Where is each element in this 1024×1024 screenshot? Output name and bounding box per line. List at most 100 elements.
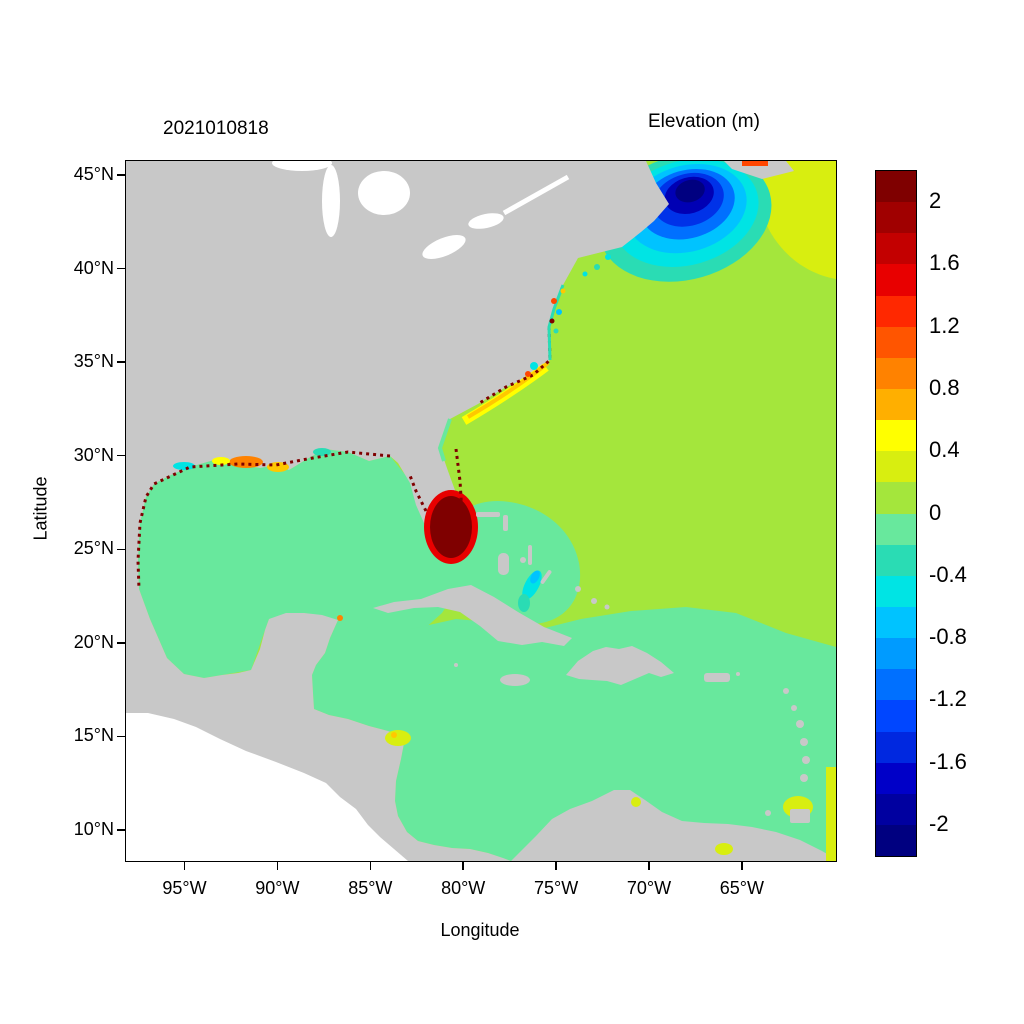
- colorbar-segment: [876, 638, 916, 670]
- colorbar-segment: [876, 700, 916, 732]
- bahamas-cyan-streak: [518, 570, 542, 612]
- south-florida-positive-anomaly: [407, 448, 478, 564]
- run-datetime-title: 2021010818: [163, 118, 269, 139]
- andros-land: [498, 553, 509, 575]
- colorbar-segment: [876, 544, 916, 576]
- x-tick-label: 90°W: [255, 878, 300, 898]
- colorbar-segment: [876, 513, 916, 545]
- north-america-landmass: [126, 161, 669, 861]
- colorbar-tick-label: 1.6: [929, 250, 960, 276]
- y-tick-label: 25°N: [73, 538, 114, 559]
- y-tick-label: 10°N: [73, 818, 114, 839]
- colorbar-segment: [876, 824, 916, 857]
- abaco-land: [503, 515, 508, 531]
- new-england-coastal-cells: [582, 254, 611, 277]
- x-tick-mark: [276, 861, 279, 870]
- x-tick-mark: [462, 861, 464, 870]
- x-tick-mark: [183, 861, 186, 870]
- y-tick-mark: [116, 735, 125, 738]
- colorbar-tick-label: 0: [929, 499, 942, 525]
- cayman-land: [454, 663, 458, 667]
- grand-bahama-land: [476, 512, 500, 517]
- x-tick-label: 85°W: [348, 878, 393, 898]
- colorbar-tick-label: 1.2: [929, 312, 960, 338]
- x-tick-label: 95°W: [162, 878, 207, 898]
- st-lucia-land: [802, 756, 810, 764]
- y-tick-label: 45°N: [73, 164, 114, 184]
- y-tick-label: 30°N: [73, 444, 114, 465]
- long-island-bahamas-land: [540, 570, 552, 584]
- y-tick-mark: [116, 267, 125, 270]
- x-axis-label: Longitude: [440, 920, 520, 940]
- northeast-positive-region: [750, 161, 836, 279]
- colorbar-segment: [876, 575, 916, 607]
- nassau-land: [520, 557, 526, 563]
- colorbar-segment: [876, 264, 916, 296]
- colorbar-tick-label: -2: [929, 810, 949, 836]
- crooked-island-land: [575, 586, 581, 592]
- elevation-colorbar: [875, 170, 917, 857]
- caribbean-sea-fill: [312, 607, 836, 861]
- colorbar-segment: [876, 388, 916, 421]
- x-tick-mark: [555, 861, 557, 870]
- margarita-land: [765, 810, 771, 816]
- colorbar-segment: [876, 731, 916, 763]
- y-tick-mark: [116, 548, 125, 551]
- x-tick-label: 70°W: [626, 878, 672, 898]
- colorbar-segment: [876, 326, 916, 358]
- guadeloupe-land: [796, 720, 804, 728]
- north-gulf-coast-surge-cells: [136, 448, 391, 590]
- top-edge-positive-cell: [742, 161, 768, 166]
- turks-caicos-land: [591, 598, 597, 604]
- y-tick-label: 15°N: [73, 725, 114, 746]
- colorbar-segment: [876, 295, 916, 327]
- colorbar-segment: [876, 482, 916, 514]
- colorbar-segment: [876, 357, 916, 389]
- y-tick-label: 35°N: [73, 351, 114, 372]
- colorbar-segment: [876, 793, 916, 825]
- great-lakes: [272, 161, 570, 259]
- colorbar-segment: [876, 202, 916, 234]
- pacific-no-data-region: [126, 713, 408, 861]
- south-america-landmass: [511, 790, 836, 861]
- x-tick-mark: [369, 861, 372, 870]
- y-tick-mark: [116, 829, 125, 831]
- antigua-land: [791, 705, 797, 711]
- y-tick-label: 20°N: [73, 631, 114, 652]
- turks-land: [604, 604, 610, 610]
- colorbar-segment: [876, 420, 916, 452]
- mid-atlantic-coastal-cells: [525, 284, 566, 377]
- colorbar-tick-label: -0.4: [929, 561, 967, 587]
- colorbar-tick-label: 0.8: [929, 374, 960, 400]
- colorbar-tick-label: -1.2: [929, 686, 967, 712]
- jamaica-land: [500, 674, 530, 686]
- negative-band-regions: [138, 449, 836, 861]
- trinidad-land: [790, 809, 810, 823]
- cuba-land: [373, 585, 572, 646]
- elevation-map: [126, 161, 836, 861]
- leeward-island-land: [783, 688, 789, 694]
- grenada-land: [800, 774, 808, 782]
- colorbar-segment: [876, 233, 916, 265]
- colorbar-tick-label: 2: [929, 188, 942, 214]
- hispaniola-land: [566, 646, 674, 685]
- eleuthera-land: [528, 545, 532, 565]
- puerto-rico-land: [704, 673, 730, 682]
- y-tick-mark: [116, 642, 125, 644]
- colorbar-segment: [876, 669, 916, 701]
- caribbean-islands: [373, 512, 810, 823]
- colorbar-segment: [876, 171, 916, 203]
- gulf-of-mexico-fill: [138, 449, 462, 678]
- y-tick-mark: [116, 174, 125, 176]
- y-tick-mark: [116, 454, 125, 457]
- x-tick-label: 75°W: [533, 878, 579, 898]
- x-tick-label: 65°W: [719, 878, 764, 898]
- colorbar-title: Elevation (m): [648, 111, 760, 132]
- map-plot-area: [125, 160, 837, 862]
- colorbar-tick-label: 0.4: [929, 437, 960, 463]
- y-tick-mark: [116, 361, 125, 363]
- colorbar-segment: [876, 762, 916, 794]
- martinique-land: [800, 738, 808, 746]
- nova-scotia-land: [724, 161, 794, 179]
